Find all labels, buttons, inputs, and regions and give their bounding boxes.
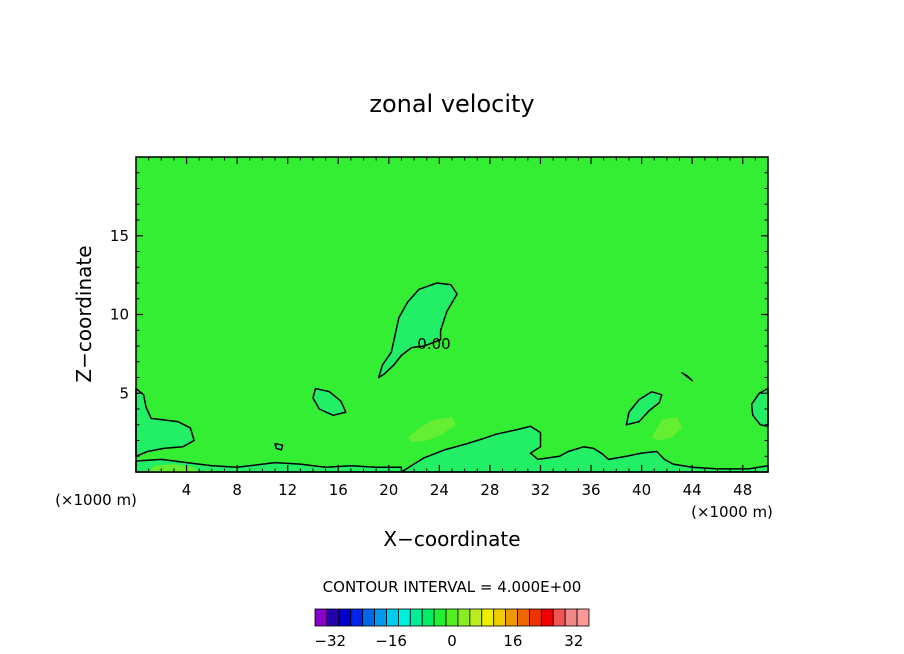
colorbar-tick-label: 0 xyxy=(447,632,457,650)
colorbar-swatch xyxy=(552,608,566,627)
y-axis-label: Z−coordinate xyxy=(72,245,96,382)
colorbar-swatch xyxy=(421,608,435,627)
colorbar-swatch xyxy=(493,608,507,627)
colorbar-tick-label: 16 xyxy=(503,632,522,650)
y-tick-label: 15 xyxy=(110,227,129,245)
colorbar xyxy=(314,608,590,627)
x-tick-label: 28 xyxy=(480,481,499,499)
contour-interval-note: CONTOUR INTERVAL = 4.000E+00 xyxy=(323,578,582,596)
colorbar-swatch xyxy=(564,608,578,627)
y-tick-label: 5 xyxy=(119,384,129,402)
region-left-lower-blob xyxy=(135,387,195,458)
x-axis-ticks: 4 8 12 16 20 24 28 32 36 40 44 48 xyxy=(148,157,756,499)
colorbar-swatch xyxy=(481,608,495,627)
plot-area: 0.00 xyxy=(135,156,769,473)
y-tick-label: 10 xyxy=(110,306,129,324)
colorbar-swatch xyxy=(362,608,375,627)
x-axis-label: X−coordinate xyxy=(383,527,520,551)
region-blob-x14 xyxy=(312,387,347,417)
colorbar-swatch xyxy=(409,608,423,627)
contour-line-label: 0.00 xyxy=(417,335,450,353)
colorbar-swatch xyxy=(433,608,447,627)
colorbar-swatch xyxy=(326,608,340,627)
x-tick-label: 32 xyxy=(531,481,550,499)
colorbar-swatch xyxy=(505,608,518,627)
colorbar-swatch xyxy=(350,608,364,627)
colorbar-swatch xyxy=(517,608,530,627)
x-tick-label: 8 xyxy=(232,481,242,499)
colorbar-labels: −32 −16 0 16 32 xyxy=(314,632,583,650)
colorbar-tick-label: 32 xyxy=(564,632,583,650)
colorbar-swatch xyxy=(314,608,328,627)
x-tick-label: 20 xyxy=(379,481,398,499)
colorbar-swatch xyxy=(457,608,471,627)
colorbar-swatch xyxy=(540,608,554,627)
colorbar-swatch xyxy=(338,608,352,627)
colorbar-swatch xyxy=(469,608,483,627)
x-tick-label: 16 xyxy=(329,481,348,499)
x-tick-label: 24 xyxy=(430,481,449,499)
colorbar-swatch xyxy=(386,608,399,627)
x-tick-label: 40 xyxy=(632,481,651,499)
x-tick-label: 36 xyxy=(581,481,600,499)
region-light-patch-right xyxy=(651,416,682,441)
x-tick-label: 44 xyxy=(683,481,702,499)
colorbar-swatch xyxy=(529,608,542,627)
colorbar-swatch xyxy=(576,608,590,627)
chart-title: zonal velocity xyxy=(369,90,534,118)
region-lower-ridge xyxy=(400,425,769,473)
y-axis-ticks: 5 10 15 xyxy=(110,172,768,457)
x-unit-right: (×1000 m) xyxy=(691,503,773,521)
region-small-islet-mid xyxy=(274,442,284,451)
region-surface-layer xyxy=(135,458,403,473)
colorbar-tick-label: −16 xyxy=(375,632,407,650)
region-blob-x39 xyxy=(625,390,663,426)
colorbar-tick-label: −32 xyxy=(314,632,346,650)
contour-regions xyxy=(135,282,769,473)
x-unit-left: (×1000 m) xyxy=(55,491,137,509)
region-small-islet-top xyxy=(681,372,693,382)
region-central-upper-blob xyxy=(377,282,458,379)
colorbar-swatch xyxy=(374,608,387,627)
x-tick-label: 4 xyxy=(182,481,192,499)
colorbar-swatch xyxy=(445,608,459,627)
colorbar-swatch xyxy=(397,608,411,627)
x-tick-label: 12 xyxy=(278,481,297,499)
region-light-patch-center xyxy=(407,416,456,443)
x-tick-label: 48 xyxy=(733,481,752,499)
